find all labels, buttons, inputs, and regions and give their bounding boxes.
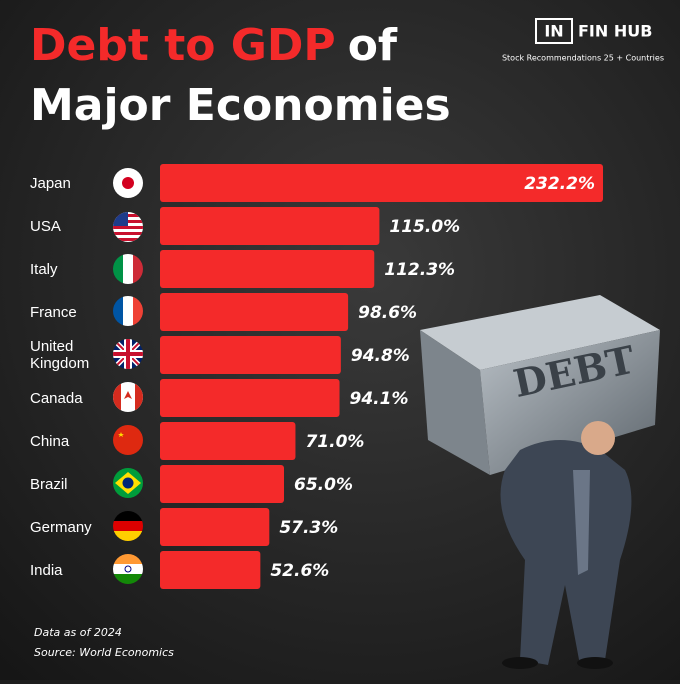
title-highlight: Debt to GDP [30, 20, 336, 71]
logo-right: FIN HUB [578, 22, 652, 41]
source: Source: World Economics [34, 646, 174, 659]
category-label: Japan [30, 174, 71, 192]
logo-tagline: Stock Recommendations 25 + Countries [502, 54, 664, 63]
value-label: 52.6% [270, 561, 329, 581]
bar [160, 379, 340, 417]
value-label: 115.0% [389, 217, 460, 237]
bar [160, 465, 285, 503]
bar [160, 508, 270, 546]
bar [160, 207, 380, 245]
category-box: USA [30, 217, 61, 235]
bar [160, 250, 375, 288]
category-box: Germany [30, 518, 92, 536]
category-label: Canada [30, 389, 83, 407]
bar [160, 336, 341, 374]
category-box: India [30, 561, 63, 579]
flags [113, 168, 143, 584]
value-label: 94.1% [350, 389, 409, 409]
category-label: India [30, 561, 63, 579]
title-rest: of [348, 20, 398, 71]
note: Data as of 2024 [34, 626, 122, 639]
bar [160, 164, 603, 202]
category-box: France [30, 303, 77, 321]
value-label: 112.3% [384, 260, 455, 280]
logo-left: IN [544, 22, 563, 41]
category-box: Japan [30, 174, 71, 192]
category-box: Canada [30, 389, 83, 407]
category-label: United Kingdom [30, 338, 90, 372]
illustration: DEBT [420, 295, 660, 669]
bar [160, 293, 349, 331]
value-label: 65.0% [294, 475, 353, 495]
logo-box [535, 18, 573, 44]
bar [160, 422, 296, 460]
category-label: France [30, 303, 77, 321]
value-label: 71.0% [305, 432, 364, 452]
category-label: China [30, 432, 70, 450]
category-label: Italy [30, 260, 58, 278]
value-label: 94.8% [351, 346, 410, 366]
value-label: 57.3% [279, 518, 338, 538]
title: Debt to GDP of [30, 20, 398, 71]
category-box: China [30, 432, 70, 450]
category-box: Brazil [30, 475, 68, 493]
value-label: 98.6% [358, 303, 417, 323]
category-label: USA [30, 217, 61, 235]
value-label: 232.2% [524, 174, 595, 194]
category-box: Italy [30, 260, 58, 278]
category-box: United Kingdom [30, 338, 90, 372]
logo: IN FIN HUB Stock Recommendations 25 + Co… [502, 18, 664, 63]
title-line2: Major Economies [30, 80, 451, 131]
bar [160, 551, 261, 589]
category-label: Germany [30, 518, 92, 536]
category-label: Brazil [30, 475, 68, 493]
